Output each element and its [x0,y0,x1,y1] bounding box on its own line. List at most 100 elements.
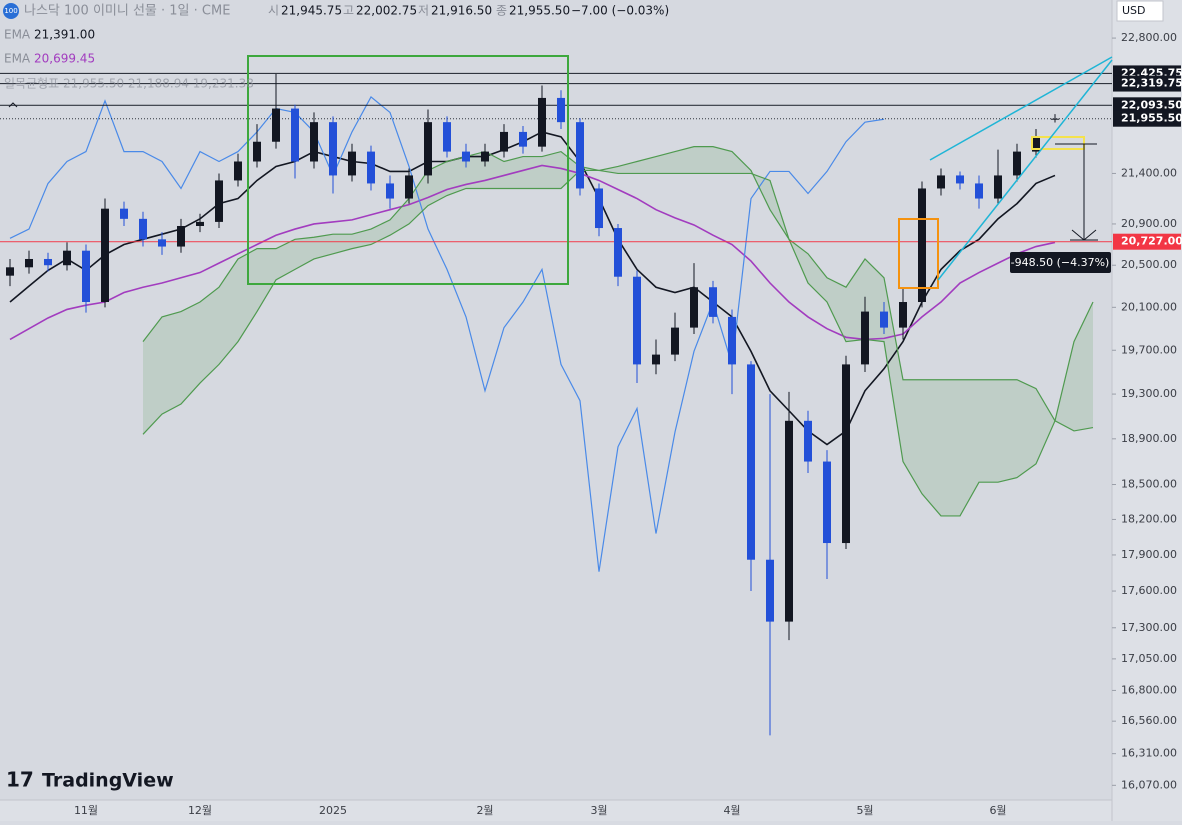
candle-body [215,180,223,222]
y-tick-label: 18,200.00 [1121,512,1177,525]
currency[interactable]: USD [1122,4,1146,17]
candle-body [120,208,128,219]
y-tick-label: 20,500.00 [1121,258,1177,271]
candle-body [405,175,413,199]
ohlc-value: 21,916.50 [431,4,492,18]
y-tick-label: 16,560.00 [1121,714,1177,727]
x-tick-label: 2025 [319,804,347,817]
candle-body [63,250,71,266]
candle-body [177,225,185,247]
candle-body [367,151,375,184]
x-tick-label: 11월 [74,804,98,817]
candle-body [386,183,394,199]
y-tick-label: 18,500.00 [1121,478,1177,491]
price-label-box [1113,97,1181,114]
symbol-icon-text: 100 [4,7,17,15]
candle-body [25,258,33,268]
candle-body [158,239,166,247]
candle-body [557,97,565,123]
measure-label: -948.50 (−4.37%) [1011,256,1110,269]
x-tick-label: 3월 [590,804,607,817]
candle-body [291,108,299,162]
price-label: 22,319.75 [1121,77,1182,90]
trend-line [937,59,1113,281]
candle-body [272,108,280,142]
time-axis [0,800,1112,821]
ohlc-value: 21,955.50 [509,4,570,18]
y-tick-label: 20,900.00 [1121,217,1177,230]
legend-name: EMA [4,28,31,42]
x-tick-label: 5월 [856,804,873,817]
candle-body [348,151,356,176]
collapse-icon[interactable] [8,102,18,108]
candle-body [975,183,983,199]
x-tick-label: 6월 [989,804,1006,817]
ohlc-value: 22,002.75 [356,4,417,18]
change: −7.00 (−0.03%) [571,4,669,18]
box-drawing [898,218,939,289]
indicator-line [9,164,1056,341]
x-tick-label: 2월 [476,804,493,817]
candle-body [766,559,774,622]
legend-name: EMA [4,52,31,66]
y-tick-label: 19,700.00 [1121,343,1177,356]
x-tick-label: 4월 [723,804,740,817]
y-tick-label: 19,300.00 [1121,387,1177,400]
x-tick-label: 12월 [188,804,212,817]
candle-body [652,354,660,365]
ohlc-value: 21,945.75 [281,4,342,18]
candle-body [690,287,698,328]
trend-line [929,56,1113,161]
candle-body [424,122,432,176]
y-tick-label: 18,900.00 [1121,432,1177,445]
y-tick-label: 17,900.00 [1121,548,1177,561]
candle-body [253,141,261,162]
price-label-box [1113,233,1181,250]
y-tick-label: 16,800.00 [1121,683,1177,696]
candle-body [234,161,242,181]
price-label-box [1113,75,1181,92]
y-tick-label: 21,400.00 [1121,166,1177,179]
ohlc-label: 저 [418,4,429,18]
candle-body [139,218,147,240]
symbol-icon [3,3,19,19]
candle-body [671,327,679,355]
candle-body [614,228,622,277]
price-label: 21,955.50 [1121,112,1182,125]
candle-body [956,175,964,184]
y-tick-label: 20,100.00 [1121,300,1177,313]
candle-body [823,461,831,544]
candle-body [804,420,812,462]
marks [0,72,1112,736]
candle-body [842,364,850,544]
price-label: 20,727.00 [1121,235,1182,248]
candle-body [481,151,489,162]
candle-body [443,122,451,152]
cloud [143,146,1093,516]
indicator-line [9,96,885,572]
legend-ichimoku: 일목균형표 21,955.50 21,188.94 19,231.38 [4,77,254,91]
candle-body [82,250,90,303]
candle-body [994,175,1002,199]
box-drawing [1031,136,1085,150]
candle-body [880,311,888,328]
candle-body [519,131,527,147]
candle-body [101,208,109,303]
candle-body [538,97,546,147]
y-tick-label: 17,600.00 [1121,584,1177,597]
y-tick-label: 17,300.00 [1121,621,1177,634]
currency-box[interactable] [1116,0,1164,22]
candle-body [633,276,641,365]
candle-body [1013,151,1021,176]
candle-body [500,131,508,152]
candle-body [709,287,717,317]
candle-body [196,221,204,226]
candle-body [6,267,14,276]
ohlc-label: 고 [343,4,354,18]
brand: TradingView [42,770,174,792]
candle-body [918,188,926,303]
ohlc-label: 시 [268,4,279,18]
price-axis [1112,0,1182,821]
ohlc-label: 종 [496,4,507,18]
